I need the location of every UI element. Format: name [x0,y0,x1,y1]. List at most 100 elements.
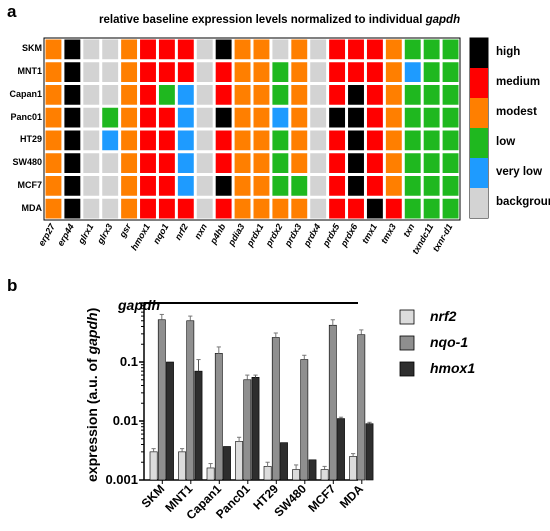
heatmap-cell [348,130,364,151]
heatmap-cell [423,153,440,173]
heatmap-row-label: MNT1 [17,66,43,77]
heatmap-cell [158,107,175,128]
bar [206,467,215,481]
bar [186,320,195,481]
heatmap-cell [366,62,383,82]
heatmap-cell [329,176,346,196]
heatmap-cell [310,85,327,105]
bar [337,418,345,481]
heatmap-cell [102,62,119,82]
heatmap-cell [121,85,138,105]
heatmap-cell [102,153,119,173]
heatmap-cell [291,39,308,60]
heatmap-cell [215,153,232,173]
heatmap-cell [196,85,213,105]
heatmap-cell [196,62,213,82]
heatmap-cell [64,153,81,173]
y-tick-label: 0.1 [119,354,138,369]
heatmap-cell [234,198,251,219]
heatmap-cell [272,176,289,196]
heatmap-cell [83,107,100,128]
heatmap-cell [385,85,402,105]
heatmap-cell [102,176,119,196]
heatmap-cell [310,62,327,82]
heatmap-cell [442,39,459,60]
heatmap-cell [234,107,251,128]
legend-swatch [470,38,488,68]
heatmap-cell [423,85,440,105]
heatmap-cell [121,107,138,128]
heatmap-cell [404,176,421,196]
bar-legend-label: nqo-1 [430,334,469,350]
heatmap-cell [45,85,62,105]
bar [280,442,288,481]
heatmap-cell [385,153,402,173]
heatmap-cell [253,176,270,196]
heatmap-cell [196,107,213,128]
legend-label: medium [496,76,541,88]
heatmap-cell [215,62,232,82]
bar [271,337,280,481]
heatmap-cell [442,198,459,219]
heatmap-cell [215,176,232,196]
heatmap-cell [102,107,119,128]
heatmap-cell [121,130,138,151]
heatmap-cell [253,153,270,173]
heatmap-cell [64,130,81,151]
heatmap-cell [404,198,421,219]
heatmap-cell [253,130,270,151]
heatmap-cell [83,85,100,105]
heatmap-cell [348,62,364,82]
bar [178,451,186,481]
heatmap-cell [329,62,346,82]
heatmap-cell [45,107,62,128]
heatmap-cell [140,198,156,219]
heatmap-cell [253,107,270,128]
heatmap-cell [442,107,459,128]
bar [194,370,203,481]
heatmap-cell [177,85,194,105]
heatmap-cell [385,130,402,151]
bar [223,446,231,481]
heatmap-cell [253,198,270,219]
y-axis-label-gene: gapdh [84,312,100,355]
heatmap-cell [121,198,138,219]
heatmap-cell [310,39,327,60]
legend-label: very low [496,166,543,178]
bar [308,459,317,481]
heatmap-cell [140,130,156,151]
gapdh-reference-label: gapdh [118,297,160,313]
bar [166,361,174,481]
heatmap-cell [291,198,308,219]
legend-label: background [496,196,550,208]
heatmap-cell [366,198,383,219]
bar [357,334,366,481]
heatmap-cell [102,39,119,60]
heatmap-cell [291,153,308,173]
heatmap-cell [121,39,138,60]
heatmap-row-label: Capan1 [9,88,42,99]
heatmap-cell [45,176,62,196]
bar [214,353,223,481]
heatmap-cell [158,176,175,196]
heatmap-cell [215,85,232,105]
heatmap-cell [423,198,440,219]
heatmap-cell [329,107,346,128]
heatmap-cell [177,62,194,82]
heatmap-cell [196,198,213,219]
y-tick-label: 0.01 [112,413,138,428]
heatmap-cell [310,176,327,196]
heatmap-cell [329,85,346,105]
heatmap-cell [45,153,62,173]
heatmap-cell [291,85,308,105]
heatmap-cell [234,176,251,196]
heatmap-cell [272,153,289,173]
heatmap-cell [158,39,175,60]
heatmap-cell [272,130,289,151]
heatmap-row-label: SW480 [12,157,42,168]
heatmap-row-label: SKM [22,43,42,54]
bar [349,456,357,481]
heatmap-cell [177,153,194,173]
bar-legend-label: hmox1 [430,360,476,376]
